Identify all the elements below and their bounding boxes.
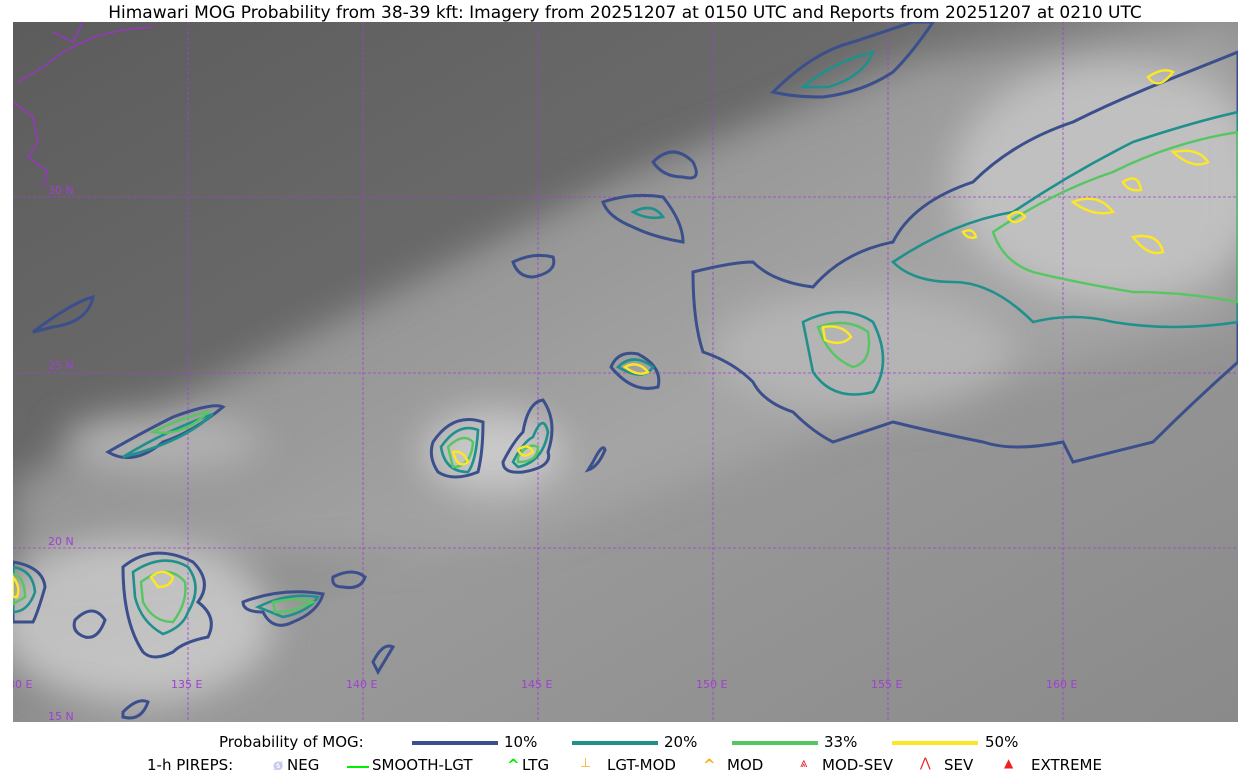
lat-label: 15 N	[48, 710, 74, 722]
probability-legend-label: Probability of MOG:	[219, 733, 364, 751]
mog-contour-50	[13, 69, 1210, 599]
cloud-brightness	[13, 22, 1238, 702]
level-20-label: 20%	[664, 733, 698, 751]
satellite-map: 130 E 135 E 140 E 145 E 150 E 155 E 160 …	[13, 22, 1238, 722]
pirep-mod-label: MOD	[727, 756, 764, 774]
pirep-mod-sev-label: MOD-SEV	[822, 756, 893, 774]
chart-title: Himawari MOG Probability from 38-39 kft:…	[108, 3, 1142, 23]
lat-label: 30 N	[48, 184, 74, 197]
caret-icon: ^	[507, 756, 520, 774]
lon-label: 145 E	[521, 678, 552, 691]
lon-labels: 130 E 135 E 140 E 145 E 150 E 155 E 160 …	[13, 678, 1077, 691]
mog-contour-10	[13, 22, 1238, 720]
lon-label: 135 E	[171, 678, 202, 691]
caret-icon: ^	[703, 756, 716, 774]
lon-label: 130 E	[13, 678, 32, 691]
double-caret-icon: ⋀	[920, 756, 931, 771]
lon-label: 140 E	[346, 678, 377, 691]
lon-label: 160 E	[1046, 678, 1077, 691]
lon-label: 155 E	[871, 678, 902, 691]
level-50-label: 50%	[985, 733, 1019, 751]
lat-label: 25 N	[48, 359, 74, 372]
pirep-legend: 1-h PIREPS: ø NEG SMOOTH-LGT ^ LTG ⊥ LGT…	[0, 756, 1250, 776]
lon-label: 150 E	[696, 678, 727, 691]
level-33-label: 33%	[824, 733, 858, 751]
mog-contour-20	[13, 50, 1238, 636]
lat-label: 20 N	[48, 535, 74, 548]
pirep-smooth-lgt-label: SMOOTH-LGT	[372, 756, 473, 774]
pirep-legend-label: 1-h PIREPS:	[147, 756, 234, 774]
pirep-sev-label: SEV	[944, 756, 974, 774]
line-icon	[347, 766, 369, 768]
swatch-50	[892, 741, 978, 745]
lat-labels: 30 N 25 N 20 N 15 N	[48, 184, 74, 722]
pirep-extreme-label: EXTREME	[1031, 756, 1102, 774]
level-10-label: 10%	[504, 733, 538, 751]
caret-bar-icon: ⊥	[580, 756, 592, 771]
neg-circle-icon: ø	[273, 756, 284, 774]
swatch-10	[412, 741, 498, 745]
pirep-neg-label: NEG	[287, 756, 320, 774]
double-caret-bar-icon: ⩓	[800, 756, 808, 771]
pirep-ltg-label: LTG	[522, 756, 550, 774]
swatch-33	[732, 741, 818, 745]
probability-legend: Probability of MOG: 10% 20% 33% 50%	[0, 733, 1250, 753]
pirep-lgt-mod-label: LGT-MOD	[607, 756, 676, 774]
filled-triangle-icon: ▲	[1004, 756, 1014, 770]
swatch-20	[572, 741, 658, 745]
coastline-japan	[13, 22, 154, 188]
